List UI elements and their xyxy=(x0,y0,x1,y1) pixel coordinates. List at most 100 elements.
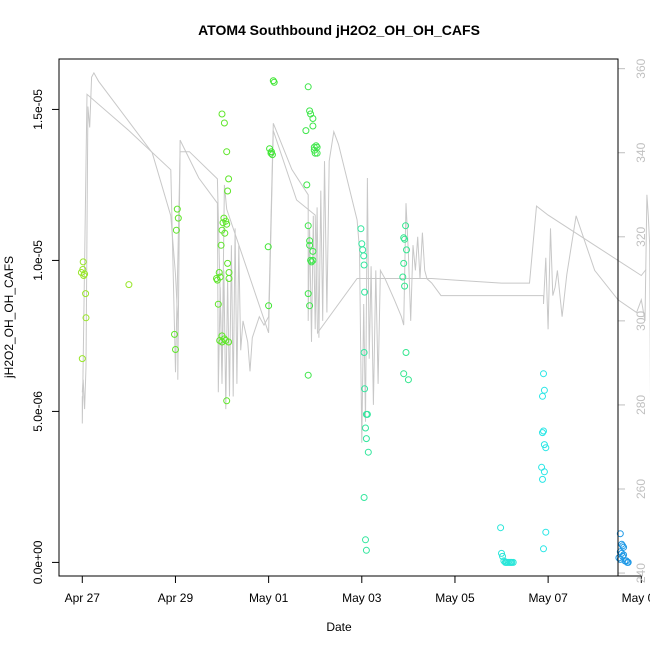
data-point xyxy=(309,247,317,255)
secondary-axis-layer xyxy=(81,71,650,443)
data-point xyxy=(361,385,369,393)
data-point xyxy=(357,225,365,233)
x-axis-label: Date xyxy=(326,620,352,634)
data-point xyxy=(313,149,321,157)
secondary-tick-label: 280 xyxy=(634,395,648,415)
data-point xyxy=(616,530,624,538)
data-point xyxy=(225,269,233,276)
series-group xyxy=(399,222,412,384)
data-point xyxy=(304,83,312,91)
data-point xyxy=(267,148,275,156)
data-point xyxy=(80,272,88,279)
secondary-tick-label: 340 xyxy=(634,142,648,162)
data-point xyxy=(404,376,412,384)
data-point xyxy=(360,252,368,260)
data-point xyxy=(619,542,627,550)
data-point xyxy=(173,205,181,213)
secondary-tick-label: 260 xyxy=(634,479,648,499)
secondary-tick-label: 300 xyxy=(634,311,648,331)
data-point xyxy=(215,269,223,276)
secondary-tick-label: 360 xyxy=(634,58,648,78)
data-point xyxy=(309,122,317,130)
x-tick-label: May 09 xyxy=(622,591,650,605)
data-point xyxy=(306,107,314,115)
data-point xyxy=(265,302,273,310)
data-point xyxy=(360,349,368,356)
data-point xyxy=(172,346,179,353)
data-point xyxy=(362,536,369,544)
y-tick-label: 0.0e+00 xyxy=(31,540,45,584)
data-point xyxy=(498,549,505,557)
series-group xyxy=(615,530,632,566)
data-point xyxy=(224,187,232,195)
secondary-tick-label: 320 xyxy=(634,226,648,246)
data-point xyxy=(362,546,370,554)
series-group xyxy=(213,110,233,405)
data-point xyxy=(539,429,546,437)
data-point xyxy=(620,543,628,551)
chart-title: ATOM4 Southbound jH2O2_OH_OH_CAFS xyxy=(198,22,480,38)
data-point xyxy=(624,558,632,566)
points-layer xyxy=(77,77,632,566)
data-point xyxy=(309,115,317,122)
axes-layer: Apr 27 Apr 29 May 01 May 03 May 05 May 07 May … xyxy=(31,58,650,605)
x-tick-label: Apr 29 xyxy=(158,591,194,605)
data-point xyxy=(82,290,90,298)
data-point xyxy=(306,241,314,249)
y-tick-label: 5.0e-06 xyxy=(31,391,45,432)
data-point xyxy=(268,151,276,159)
data-point xyxy=(221,229,229,237)
series-group xyxy=(357,225,372,554)
data-point xyxy=(216,273,224,281)
data-point xyxy=(400,370,408,378)
data-point xyxy=(539,475,546,483)
secondary-tick-label: 240 xyxy=(634,563,648,583)
data-point xyxy=(509,558,517,566)
data-point xyxy=(174,214,182,222)
plot-frame xyxy=(58,58,619,577)
data-point xyxy=(401,282,409,290)
data-point xyxy=(497,524,505,532)
data-point xyxy=(270,78,278,86)
series-group xyxy=(538,370,550,553)
data-point xyxy=(78,355,86,363)
data-point xyxy=(306,302,314,310)
series-group xyxy=(302,83,321,379)
data-point xyxy=(399,273,407,281)
data-point xyxy=(223,397,231,405)
data-point xyxy=(309,256,317,264)
gray-line-layer xyxy=(81,93,647,424)
data-point xyxy=(125,281,133,289)
y-tick-label: 1.0e-05 xyxy=(31,240,45,281)
y-axis-label: jH2O2_OH_OH_CAFS xyxy=(2,256,16,379)
series-group xyxy=(77,258,133,363)
data-point xyxy=(220,119,228,127)
data-point xyxy=(540,370,547,378)
data-point xyxy=(400,259,408,267)
data-point xyxy=(312,142,320,150)
data-point xyxy=(361,288,369,296)
series-group xyxy=(497,524,517,566)
data-point xyxy=(217,241,225,249)
data-point xyxy=(302,127,310,135)
data-point xyxy=(622,557,630,565)
data-point xyxy=(362,424,369,432)
data-point xyxy=(225,175,233,183)
data-point xyxy=(359,246,367,254)
x-tick-label: May 03 xyxy=(342,591,382,605)
data-point xyxy=(401,235,409,243)
data-point xyxy=(304,222,312,230)
data-point xyxy=(358,240,366,248)
secondary-series-line xyxy=(81,71,650,443)
data-point xyxy=(540,468,548,476)
x-tick-label: May 07 xyxy=(528,591,568,605)
data-point xyxy=(400,234,408,242)
series-group xyxy=(171,205,182,353)
data-point xyxy=(540,386,548,394)
data-point xyxy=(304,290,312,298)
data-point xyxy=(402,349,410,356)
data-point xyxy=(360,261,368,269)
data-point xyxy=(214,300,222,308)
data-point xyxy=(222,217,230,225)
